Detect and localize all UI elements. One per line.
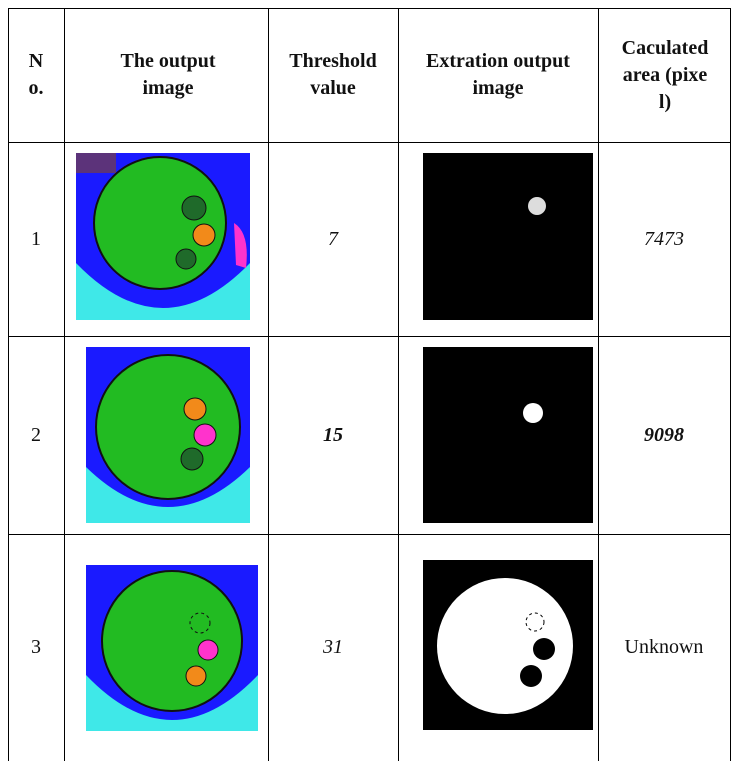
area: 9098	[598, 336, 730, 534]
output-image	[76, 153, 250, 320]
area: 7473	[598, 142, 730, 336]
page: No. The output image Threshold value Ext…	[0, 0, 734, 769]
threshold: 31	[268, 534, 398, 761]
header-cell: No.	[22, 8, 50, 142]
rule	[398, 8, 399, 761]
extraction-image	[423, 347, 593, 523]
rule	[64, 8, 65, 761]
extraction-image	[423, 153, 593, 320]
rule	[730, 8, 731, 761]
header-cell: The output image	[100, 8, 236, 142]
threshold: 7	[268, 142, 398, 336]
output-image	[86, 565, 258, 731]
area: Unknown	[598, 534, 730, 761]
threshold: 15	[268, 336, 398, 534]
header-cell: Threshold value	[282, 8, 384, 142]
extraction-image	[423, 560, 593, 730]
output-image	[86, 347, 250, 523]
row-number: 2	[8, 336, 64, 534]
header-cell: Extration output image	[420, 8, 576, 142]
row-number: 3	[8, 534, 64, 761]
header-cell: Caculated area (pixel)	[618, 8, 712, 142]
row-number: 1	[8, 142, 64, 336]
